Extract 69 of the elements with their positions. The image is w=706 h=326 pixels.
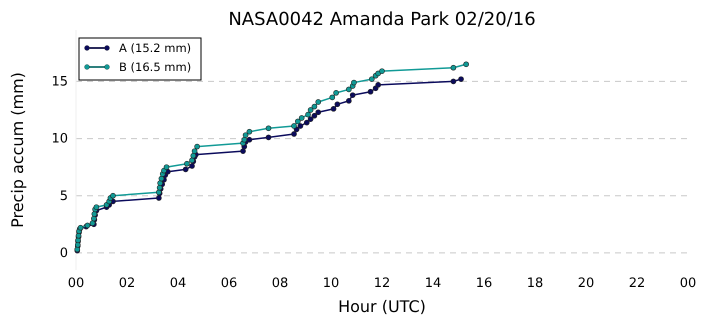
point: [375, 82, 381, 88]
legend-label: B (16.5 mm): [119, 60, 192, 74]
point: [192, 148, 198, 154]
point: [295, 118, 301, 124]
point: [379, 68, 385, 74]
point: [189, 163, 195, 169]
chart-title: NASA0042 Amanda Park 02/20/16: [228, 9, 536, 30]
point: [458, 76, 464, 82]
point: [164, 164, 170, 170]
x-tick-label: 18: [526, 276, 544, 292]
x-tick-label: 06: [220, 276, 238, 292]
point: [94, 204, 100, 210]
point: [240, 148, 246, 154]
x-tick-label: 10: [322, 276, 340, 292]
point: [333, 90, 339, 96]
point: [291, 123, 297, 129]
point: [312, 104, 318, 110]
point: [350, 92, 356, 98]
y-tick-label: 10: [51, 132, 68, 147]
point: [157, 180, 163, 186]
point: [334, 101, 340, 108]
x-tick-label: 22: [628, 276, 646, 292]
x-tick-label: 00: [680, 276, 696, 292]
point: [241, 136, 248, 143]
point: [110, 192, 116, 199]
point: [368, 76, 375, 82]
point: [156, 195, 162, 201]
point: [298, 123, 304, 129]
x-tick-label: 00: [68, 276, 84, 292]
y-tick-label: 15: [51, 74, 68, 90]
x-tick-label: 04: [170, 276, 186, 292]
point: [291, 131, 297, 137]
x-tick-label: 20: [578, 276, 594, 292]
x-tick-label: 12: [374, 276, 390, 292]
x-tick-label: 08: [272, 276, 288, 292]
point: [242, 132, 248, 138]
point: [246, 136, 252, 143]
point: [450, 78, 456, 84]
point: [184, 160, 190, 167]
point: [158, 176, 164, 182]
x-axis-title: Hour (UTC): [338, 297, 426, 316]
point: [346, 86, 352, 92]
x-tick-label: 02: [118, 276, 136, 292]
point: [308, 107, 314, 113]
point: [266, 134, 272, 140]
point: [450, 64, 456, 71]
point: [298, 115, 304, 121]
x-tick-label: 14: [424, 276, 442, 292]
legend-label: A (15.2 mm): [119, 41, 192, 55]
y-tick-label: 0: [60, 246, 68, 262]
point: [312, 112, 318, 119]
point: [368, 88, 374, 95]
point: [351, 80, 357, 86]
x-tick-label: 16: [476, 276, 492, 292]
point: [246, 128, 252, 135]
point: [308, 116, 314, 122]
point: [182, 166, 188, 172]
y-axis-title: Precip accum (mm): [8, 72, 27, 228]
point: [463, 61, 469, 68]
point: [266, 125, 272, 132]
y-tick-label: 5: [60, 188, 68, 204]
point: [346, 98, 352, 104]
point: [330, 106, 336, 112]
point: [315, 109, 322, 116]
point: [329, 94, 336, 100]
point: [304, 120, 310, 126]
point: [315, 99, 322, 105]
point: [305, 112, 311, 118]
point: [194, 144, 200, 150]
